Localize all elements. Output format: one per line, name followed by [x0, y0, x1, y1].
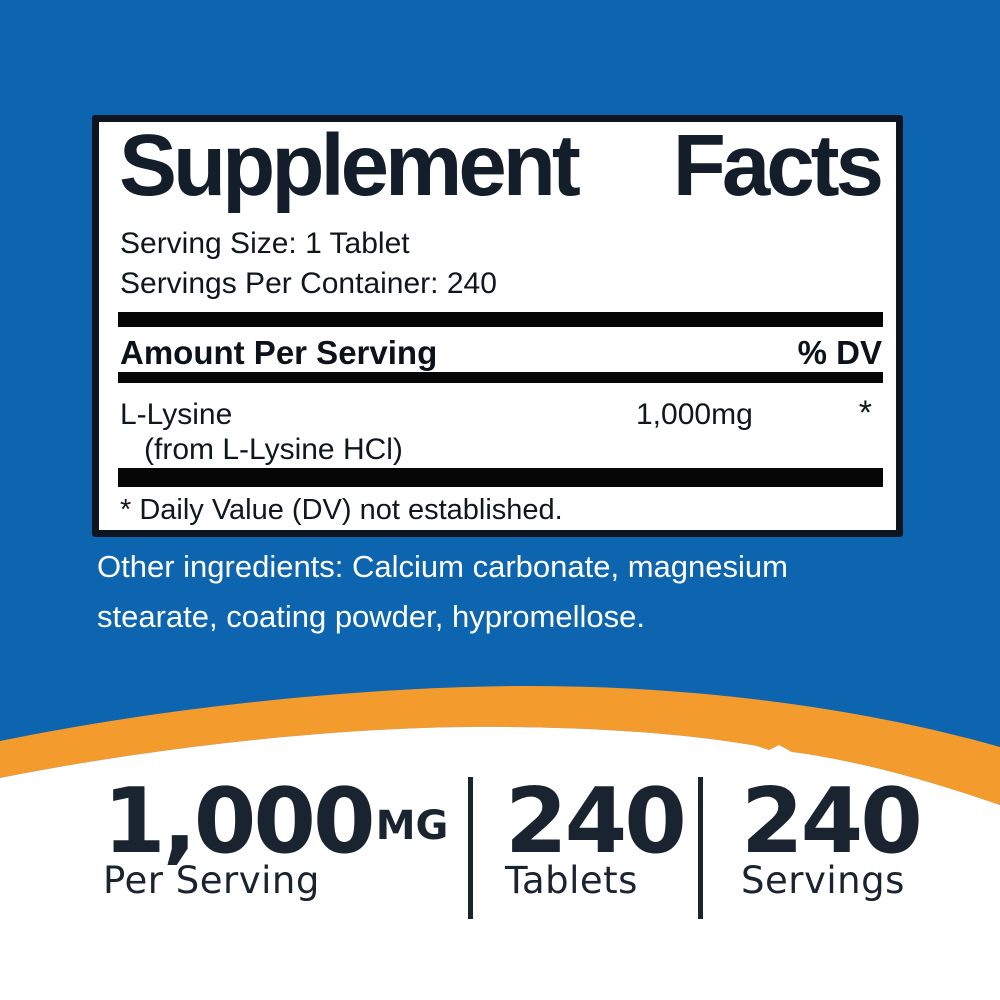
stats-divider-1 — [468, 777, 473, 919]
percent-dv-header: % DV — [797, 334, 882, 371]
thick-divider-bar-top — [118, 312, 883, 327]
wave-orange-band — [0, 685, 1000, 805]
panel-title-word-supplement: Supplement — [119, 117, 581, 214]
stat-servings: 240 Servings — [741, 769, 923, 902]
serving-size-line: Serving Size: 1 Tablet — [120, 227, 410, 260]
wave-decoration — [0, 685, 1000, 830]
stat-per-serving-number: 1,000 — [103, 769, 376, 874]
panel-title: Supplement Facts — [119, 117, 884, 214]
supplement-facts-content: Supplement Facts Serving Size: 1 Tablet … — [99, 122, 896, 530]
wave-white-area — [0, 726, 1000, 830]
other-ingredients-text: Other ingredients: Calcium carbonate, ma… — [97, 549, 788, 635]
stat-per-serving-unit: MG — [375, 803, 449, 849]
nutrient-name: L-Lysine — [120, 398, 233, 431]
panel-title-word-facts: Facts — [672, 117, 884, 214]
stat-servings-label: Servings — [741, 859, 905, 902]
nutrient-row: L-Lysine 1,000mg * — [120, 396, 882, 431]
nutrient-source: (from L-Lysine HCl) — [144, 433, 403, 466]
stat-tablets-value: 240 — [505, 769, 687, 874]
stat-per-serving: 1,000MG Per Serving — [103, 777, 448, 902]
amount-per-serving-header: Amount Per Serving — [120, 334, 438, 371]
amount-header-row: Amount Per Serving % DV — [120, 336, 882, 369]
servings-per-container-line: Servings Per Container: 240 — [120, 267, 497, 300]
daily-value-footnote: * Daily Value (DV) not established. — [120, 494, 563, 526]
stats-divider-2 — [698, 777, 703, 919]
thick-divider-bar-bottom — [118, 468, 883, 487]
stat-per-serving-value: 1,000MG — [103, 777, 448, 867]
supplement-facts-panel: Supplement Facts Serving Size: 1 Tablet … — [92, 115, 903, 537]
stat-tablets: 240 Tablets — [505, 769, 687, 902]
thin-divider-bar — [118, 372, 883, 383]
nutrient-amount: 1,000mg — [636, 398, 753, 431]
stat-tablets-label: Tablets — [505, 859, 638, 902]
nutrient-dv-asterisk: * — [858, 394, 872, 432]
stat-servings-value: 240 — [741, 769, 923, 874]
stat-per-serving-label: Per Serving — [103, 859, 320, 902]
